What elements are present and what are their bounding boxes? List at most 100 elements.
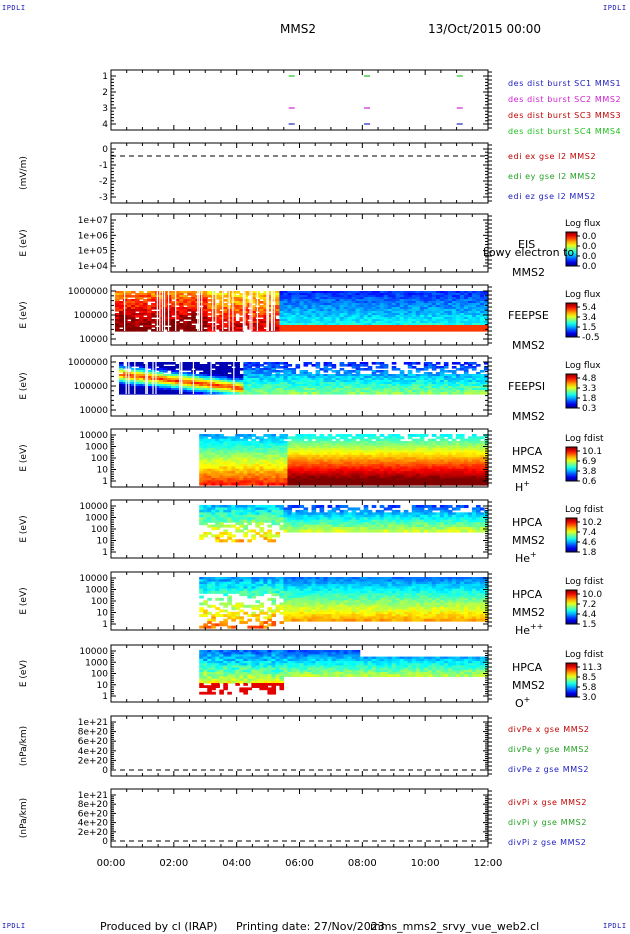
heat-cell — [379, 323, 385, 326]
heat-cell — [407, 461, 413, 465]
heat-cell — [263, 440, 269, 444]
heat-cell — [343, 307, 349, 310]
heat-cell — [339, 384, 345, 387]
heat-cell — [395, 480, 401, 484]
heat-cell — [391, 376, 397, 379]
heat-cell — [439, 370, 445, 373]
heat-cell — [255, 454, 260, 458]
heat-cell — [359, 329, 365, 332]
heat-cell — [179, 305, 184, 308]
panel-label-instrument-eis: EIS — [518, 238, 535, 251]
heat-cell — [227, 366, 232, 369]
heat-cell — [403, 440, 409, 444]
heat-cell — [467, 317, 473, 320]
heat-cell — [211, 445, 216, 449]
heat-cell — [275, 321, 281, 324]
heat-cell — [375, 309, 381, 312]
heat-cell — [235, 482, 240, 486]
data-gap — [244, 291, 246, 331]
heat-cell — [247, 380, 252, 383]
heat-cell — [415, 471, 421, 475]
data-gap — [161, 291, 164, 331]
heat-cell — [263, 319, 269, 322]
heat-cell — [455, 323, 461, 326]
heat-cell — [391, 450, 397, 454]
heat-cell — [439, 329, 445, 332]
heat-cell — [347, 434, 353, 437]
heat-cell — [243, 315, 248, 318]
heat-cell — [459, 301, 465, 304]
heat-cell — [403, 478, 409, 481]
heat-cell — [367, 297, 373, 300]
heat-cell — [459, 317, 465, 320]
heat-cell — [287, 307, 293, 310]
heat-cell — [327, 464, 333, 468]
y-axis-label-eis: E (eV) — [19, 229, 29, 256]
heat-cell — [307, 434, 313, 437]
heat-cell — [199, 390, 204, 393]
heat-cell — [447, 374, 453, 377]
heat-cell — [387, 459, 393, 463]
heat-cell — [307, 478, 313, 481]
heat-cell — [275, 382, 281, 385]
heat-cell — [171, 372, 176, 375]
heat-cell — [315, 370, 321, 373]
panel-frame-burst — [110, 69, 489, 131]
heat-cell — [403, 303, 409, 306]
heat-cell — [383, 321, 389, 324]
heat-cell — [331, 388, 337, 391]
heat-cell — [427, 291, 433, 294]
heat-cell — [359, 327, 365, 330]
heat-cell — [411, 480, 417, 484]
heat-cell — [455, 434, 461, 437]
heat-cell — [251, 478, 256, 481]
heat-cell — [411, 388, 417, 391]
heat-cell — [147, 378, 152, 381]
heat-cell — [223, 329, 228, 332]
heat-cell — [419, 478, 425, 481]
heat-cell — [275, 461, 281, 465]
heat-cell — [131, 315, 136, 318]
heat-cell — [351, 390, 357, 393]
heat-cell — [391, 309, 397, 312]
heat-cell — [447, 454, 453, 458]
heat-cell — [247, 434, 252, 437]
heat-cell — [307, 327, 313, 330]
heat-cell — [167, 378, 172, 381]
heat-cell — [283, 376, 289, 379]
heat-cell — [247, 378, 252, 381]
heat-cell — [175, 366, 180, 369]
heat-cell — [443, 366, 449, 369]
heat-cell — [391, 443, 397, 447]
heat-cell — [431, 390, 437, 393]
heat-cell — [203, 297, 208, 300]
heat-cell — [267, 466, 273, 470]
heat-cell — [147, 376, 152, 379]
heat-cell — [319, 478, 325, 481]
panel-label-spacecraft-eis: MMS2 — [512, 266, 545, 279]
heat-cell — [423, 372, 429, 375]
heat-cell — [295, 297, 301, 300]
heat-cell — [435, 454, 441, 458]
heat-cell — [171, 366, 176, 369]
heat-cell — [259, 466, 265, 470]
heat-cell — [447, 293, 453, 296]
heat-cell — [391, 366, 397, 369]
heat-cell — [203, 466, 208, 470]
heat-cell — [211, 327, 216, 330]
heat-cell — [399, 295, 405, 298]
heat-cell — [239, 313, 244, 316]
heat-cell — [207, 303, 212, 306]
heat-cell — [479, 374, 485, 377]
heat-cell — [403, 307, 409, 310]
heat-cell — [295, 436, 301, 440]
heat-cell — [203, 303, 208, 306]
heat-cell — [351, 468, 357, 472]
heat-cell — [407, 323, 413, 326]
heat-cell — [127, 307, 132, 310]
heat-cell — [347, 327, 353, 330]
heat-cell — [219, 464, 224, 468]
heat-cell — [263, 386, 269, 389]
heat-cell — [431, 386, 437, 389]
heat-cell — [311, 475, 317, 479]
